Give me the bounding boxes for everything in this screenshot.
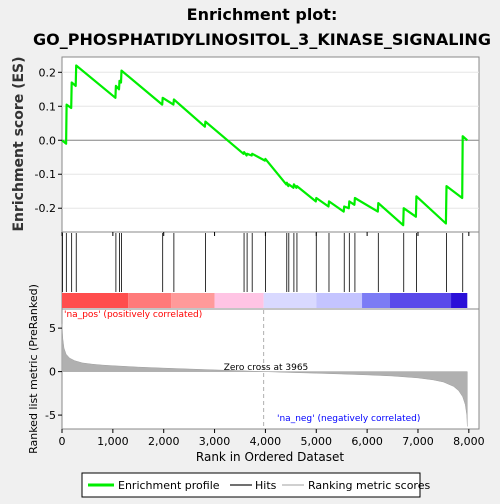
es-panel (61, 56, 480, 233)
x-tick-label: 2,000 (148, 435, 180, 448)
metric-y-tick-label: -5 (45, 409, 56, 422)
chart-title-line1: Enrichment plot: (187, 5, 338, 24)
heatmap-segment (316, 293, 363, 308)
ranking-metric-area (61, 323, 468, 427)
hit-markers (62, 233, 464, 292)
x-tick-label: 5,000 (301, 435, 333, 448)
x-tick-label: 1,000 (97, 435, 129, 448)
heatmap-segment (62, 293, 129, 308)
es-y-tick-label: -0.1 (35, 168, 56, 181)
es-line-group (61, 64, 469, 227)
x-tick-label: 7,000 (402, 435, 434, 448)
heatmap-segment (451, 293, 468, 308)
heatmap-segment (263, 293, 317, 308)
x-tick-label: 3,000 (199, 435, 231, 448)
metric-area-group (61, 310, 468, 428)
x-axis-label: Rank in Ordered Dataset (196, 450, 344, 464)
pos-correlated-label: 'na_pos' (positively correlated) (64, 310, 202, 320)
es-y-axis-label: Enrichment score (ES) (11, 56, 27, 231)
es-y-tick-label: 0.2 (39, 66, 57, 79)
zero-cross-label: Zero cross at 3965 (224, 363, 309, 373)
heatmap-segment (171, 293, 215, 308)
x-axis: 0 1,000 2,000 3,000 4,000 5,000 6,000 7,000 8,00… (59, 232, 485, 448)
chart-title-line2: GO_PHOSPHATIDYLINOSITOL_3_KINASE_SIGNALI… (33, 30, 491, 49)
legend-es-label: Enrichment profile (118, 479, 220, 492)
metric-y-axis-label: Ranked list metric (PreRanked) (27, 284, 40, 454)
heatmap-segment (362, 293, 391, 308)
es-y-axis: -0.2 -0.1 0.0 0.1 0.2 (35, 66, 62, 215)
x-tick-label: 4,000 (250, 435, 282, 448)
heatmap-segment (128, 293, 172, 308)
enrichment-profile-line (61, 64, 469, 227)
x-tick-label: 8,000 (453, 435, 485, 448)
es-y-tick-label: -0.2 (35, 202, 56, 215)
ranked-list-heatmap (62, 293, 468, 308)
x-tick-label: 0 (59, 435, 66, 448)
neg-correlated-label: 'na_neg' (negatively correlated) (277, 414, 420, 424)
es-y-tick-label: 0.0 (39, 134, 57, 147)
legend-metric-label: Ranking metric scores (308, 479, 430, 492)
metric-y-axis: -5 0 5 (45, 322, 62, 422)
metric-y-tick-label: 5 (49, 322, 56, 335)
es-y-tick-label: 0.1 (39, 100, 57, 113)
heatmap-segment (214, 293, 264, 308)
legend-hits-label: Hits (255, 479, 277, 492)
heatmap-segment (390, 293, 452, 308)
metric-y-tick-label: 0 (49, 366, 56, 379)
x-tick-label: 6,000 (351, 435, 383, 448)
